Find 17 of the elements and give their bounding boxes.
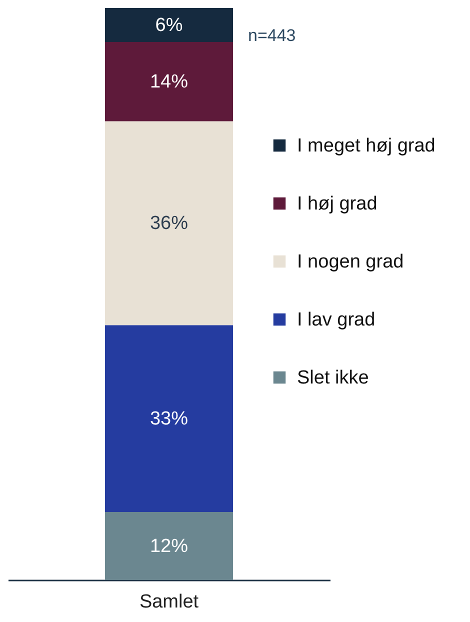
- legend-label: I meget høj grad: [297, 136, 436, 156]
- legend-label: I lav grad: [297, 310, 376, 330]
- legend-label: Slet ikke: [297, 368, 369, 388]
- legend-label: I nogen grad: [297, 252, 404, 272]
- text: n=443: [248, 26, 296, 45]
- bar: [105, 42, 233, 122]
- bar: [105, 325, 233, 512]
- bar: [105, 512, 233, 580]
- bar: [105, 121, 233, 326]
- data-label: 33%: [150, 408, 188, 430]
- data-label: 36%: [150, 213, 188, 234]
- bar: [105, 8, 233, 42]
- data-label: 12%: [150, 536, 188, 558]
- legend-label: I høj grad: [297, 194, 378, 214]
- data-label: 6%: [155, 14, 183, 36]
- x-tick-label: Samlet: [139, 592, 200, 612]
- data-label: 14%: [150, 72, 188, 93]
